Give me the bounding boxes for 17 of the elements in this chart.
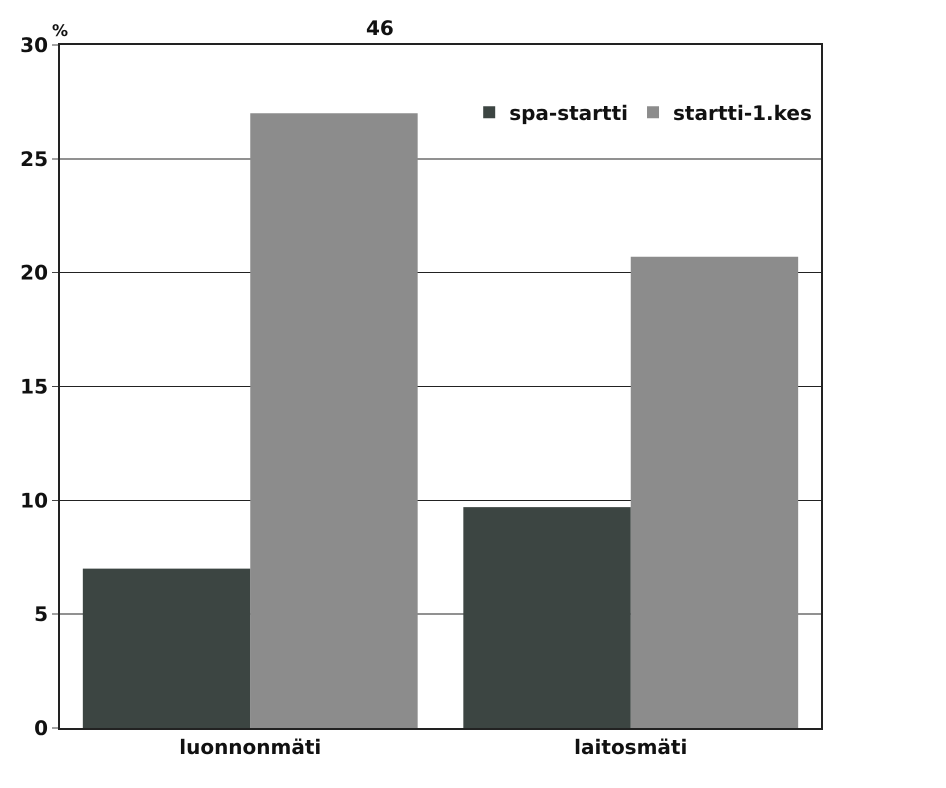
y-tick-label: 30 [20,33,48,57]
bar [463,507,631,728]
y-tick-label: 20 [20,260,48,285]
y-tick-label: 15 [20,374,48,398]
y-tick-label: 0 [34,716,48,740]
legend-label: startti-1.kes [673,101,812,126]
bar [250,113,418,728]
x-tick-label: laitosmäti [574,735,688,759]
x-tick-label: luonnonmäti [179,735,322,759]
y-tick-label: 10 [20,488,48,512]
text: 46 [366,16,394,40]
legend-label: spa-startti [509,101,628,126]
bar [630,256,798,728]
y-tick-label: 5 [34,602,48,626]
bar [82,568,250,728]
y-axis-title: % [52,21,68,40]
y-tick-label: 25 [20,146,48,171]
